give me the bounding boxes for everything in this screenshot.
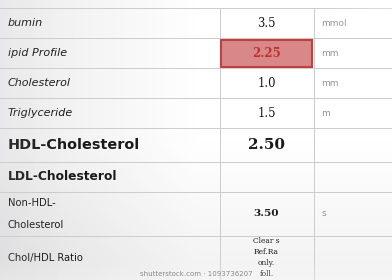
Text: shutterstock.com · 1093736207: shutterstock.com · 1093736207 xyxy=(140,271,252,277)
Text: Non-HDL-: Non-HDL- xyxy=(8,198,56,208)
Text: 1.0: 1.0 xyxy=(257,77,276,90)
Text: Cholesterol: Cholesterol xyxy=(8,220,64,230)
Text: Clear s: Clear s xyxy=(253,237,280,245)
Text: Cholesterol: Cholesterol xyxy=(8,78,71,88)
Text: mm: mm xyxy=(321,49,339,58)
Text: bumin: bumin xyxy=(8,18,43,28)
Text: only.: only. xyxy=(258,259,275,267)
Text: HDL-Cholesterol: HDL-Cholesterol xyxy=(8,138,140,152)
Text: Chol/HDL Ratio: Chol/HDL Ratio xyxy=(8,253,83,263)
Text: 3.50: 3.50 xyxy=(254,209,279,218)
Text: 2.50: 2.50 xyxy=(248,138,285,152)
Text: 2.25: 2.25 xyxy=(252,47,281,60)
Text: 1.5: 1.5 xyxy=(257,107,276,120)
Text: m: m xyxy=(321,109,330,118)
Text: mm: mm xyxy=(321,79,339,88)
Text: 3.5: 3.5 xyxy=(257,17,276,30)
Text: LDL-Cholesterol: LDL-Cholesterol xyxy=(8,170,117,183)
Text: Ref.Ra: Ref.Ra xyxy=(254,248,279,256)
Text: Triglyceride: Triglyceride xyxy=(8,108,73,118)
Text: mmol: mmol xyxy=(321,19,347,28)
Text: s: s xyxy=(321,209,326,218)
Text: ipid Profile: ipid Profile xyxy=(8,48,67,59)
FancyBboxPatch shape xyxy=(221,40,312,67)
Text: foll.: foll. xyxy=(260,270,274,279)
